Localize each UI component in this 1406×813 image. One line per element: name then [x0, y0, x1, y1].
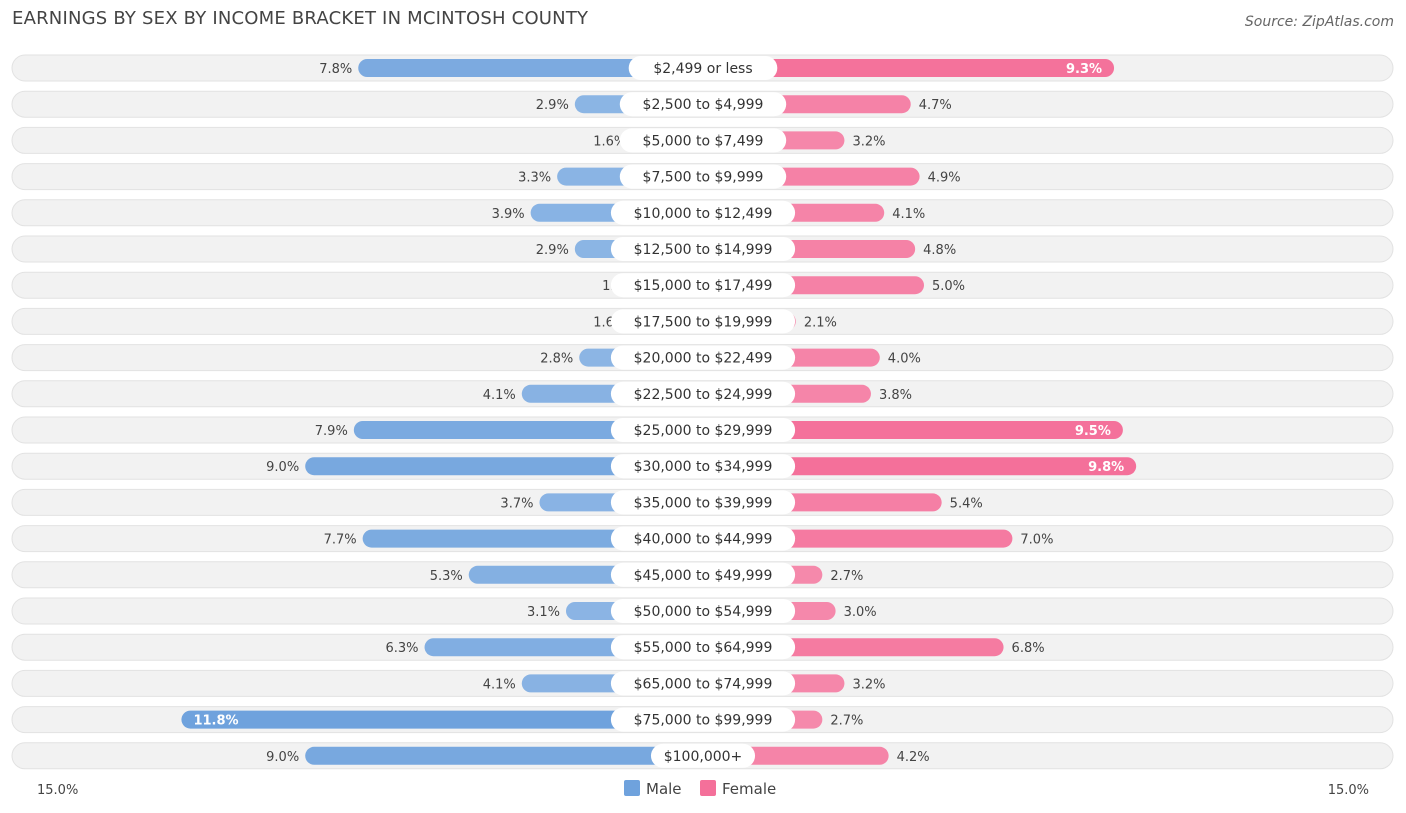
male-value-label: 7.9%	[315, 424, 348, 439]
female-value-label: 4.7%	[919, 98, 952, 113]
category-pill	[610, 309, 796, 334]
category-pill	[610, 454, 796, 479]
female-value-label: 4.1%	[892, 207, 925, 222]
female-value-label: 4.9%	[928, 171, 961, 186]
category-pill	[610, 200, 796, 225]
female-value-label: 9.8%	[1088, 460, 1124, 475]
male-value-label: 2.9%	[536, 243, 569, 258]
female-value-label: 5.4%	[950, 496, 983, 511]
male-value-label: 5.3%	[430, 569, 463, 584]
category-pill	[610, 526, 796, 551]
male-value-label: 1.6%	[593, 134, 626, 149]
category-pill	[619, 164, 787, 189]
legend-male-swatch	[624, 780, 640, 796]
category-label: $2,500 to $4,999	[643, 97, 764, 113]
category-label: $20,000 to $22,499	[634, 351, 773, 367]
female-value-label: 2.1%	[804, 315, 837, 330]
category-label: $5,000 to $7,499	[643, 133, 764, 149]
female-value-label: 4.0%	[888, 352, 921, 367]
female-value-label: 3.8%	[879, 388, 912, 403]
category-label: $100,000+	[664, 749, 743, 765]
category-label: $12,500 to $14,999	[634, 242, 773, 258]
male-bar	[181, 710, 713, 729]
category-pill	[610, 562, 796, 587]
male-value-label: 9.0%	[266, 750, 299, 765]
category-pill	[619, 128, 787, 153]
female-value-label: 2.7%	[830, 714, 863, 729]
category-pill	[610, 599, 796, 623]
category-pill	[650, 743, 756, 768]
female-value-label: 9.3%	[1066, 62, 1102, 77]
category-label: $45,000 to $49,999	[634, 568, 773, 584]
male-value-label: 7.7%	[324, 533, 357, 548]
category-pill	[610, 237, 796, 261]
legend-female-label: Female	[722, 780, 776, 798]
axis-label-left: 15.0%	[37, 783, 78, 798]
female-bar	[693, 421, 1123, 439]
category-pill	[628, 56, 778, 80]
category-label: $22,500 to $24,999	[634, 387, 773, 403]
male-value-label: 3.3%	[518, 171, 551, 186]
category-label: $17,500 to $19,999	[634, 314, 773, 330]
female-bar	[693, 59, 1115, 77]
chart-title: EARNINGS BY SEX BY INCOME BRACKET IN MCI…	[12, 8, 589, 29]
category-label: $35,000 to $39,999	[634, 495, 773, 511]
female-bar	[693, 457, 1137, 476]
male-value-label: 9.0%	[266, 460, 299, 475]
category-label: $10,000 to $12,499	[634, 206, 773, 222]
category-label: $55,000 to $64,999	[634, 640, 773, 656]
male-value-label: 3.9%	[492, 207, 525, 222]
category-pill	[610, 635, 796, 660]
male-bar	[305, 457, 713, 476]
female-value-label: 9.5%	[1075, 424, 1111, 439]
male-value-label: 7.8%	[319, 62, 352, 77]
male-value-label: 4.1%	[483, 677, 516, 692]
category-label: $15,000 to $17,499	[634, 278, 773, 294]
category-label: $75,000 to $99,999	[634, 713, 773, 729]
category-label: $50,000 to $54,999	[634, 604, 773, 620]
category-label: $2,499 or less	[653, 61, 752, 77]
female-value-label: 4.2%	[897, 750, 930, 765]
chart-source: Source: ZipAtlas.com	[1244, 14, 1394, 30]
category-pill	[610, 381, 796, 406]
male-value-label: 6.3%	[386, 641, 419, 656]
category-label: $25,000 to $29,999	[634, 423, 773, 439]
female-value-label: 2.7%	[830, 569, 863, 584]
male-value-label: 2.8%	[540, 352, 573, 367]
male-value-label: 4.1%	[483, 388, 516, 403]
female-value-label: 3.2%	[852, 134, 885, 149]
category-label: $7,500 to $9,999	[643, 170, 764, 186]
legend-female-swatch	[700, 780, 716, 796]
legend-male-label: Male	[646, 780, 682, 798]
axis-label-right: 15.0%	[1328, 783, 1369, 798]
female-value-label: 5.0%	[932, 279, 965, 294]
category-pill	[610, 490, 796, 515]
category-pill	[610, 345, 796, 370]
male-value-label: 2.9%	[536, 98, 569, 113]
category-pill	[619, 92, 787, 117]
male-bar	[305, 746, 713, 765]
category-label: $30,000 to $34,999	[634, 459, 773, 475]
female-value-label: 3.2%	[852, 677, 885, 692]
male-value-label: 3.7%	[500, 496, 533, 511]
male-bar	[358, 59, 713, 77]
male-value-label: 11.8%	[193, 714, 238, 729]
female-value-label: 6.8%	[1012, 641, 1045, 656]
female-value-label: 3.0%	[844, 605, 877, 620]
category-pill	[610, 418, 796, 442]
category-pill	[610, 273, 796, 298]
category-label: $65,000 to $74,999	[634, 676, 773, 692]
category-pill	[610, 707, 796, 732]
category-label: $40,000 to $44,999	[634, 532, 773, 548]
category-pill	[610, 671, 796, 696]
female-value-label: 7.0%	[1020, 533, 1053, 548]
female-value-label: 4.8%	[923, 243, 956, 258]
male-value-label: 3.1%	[527, 605, 560, 620]
